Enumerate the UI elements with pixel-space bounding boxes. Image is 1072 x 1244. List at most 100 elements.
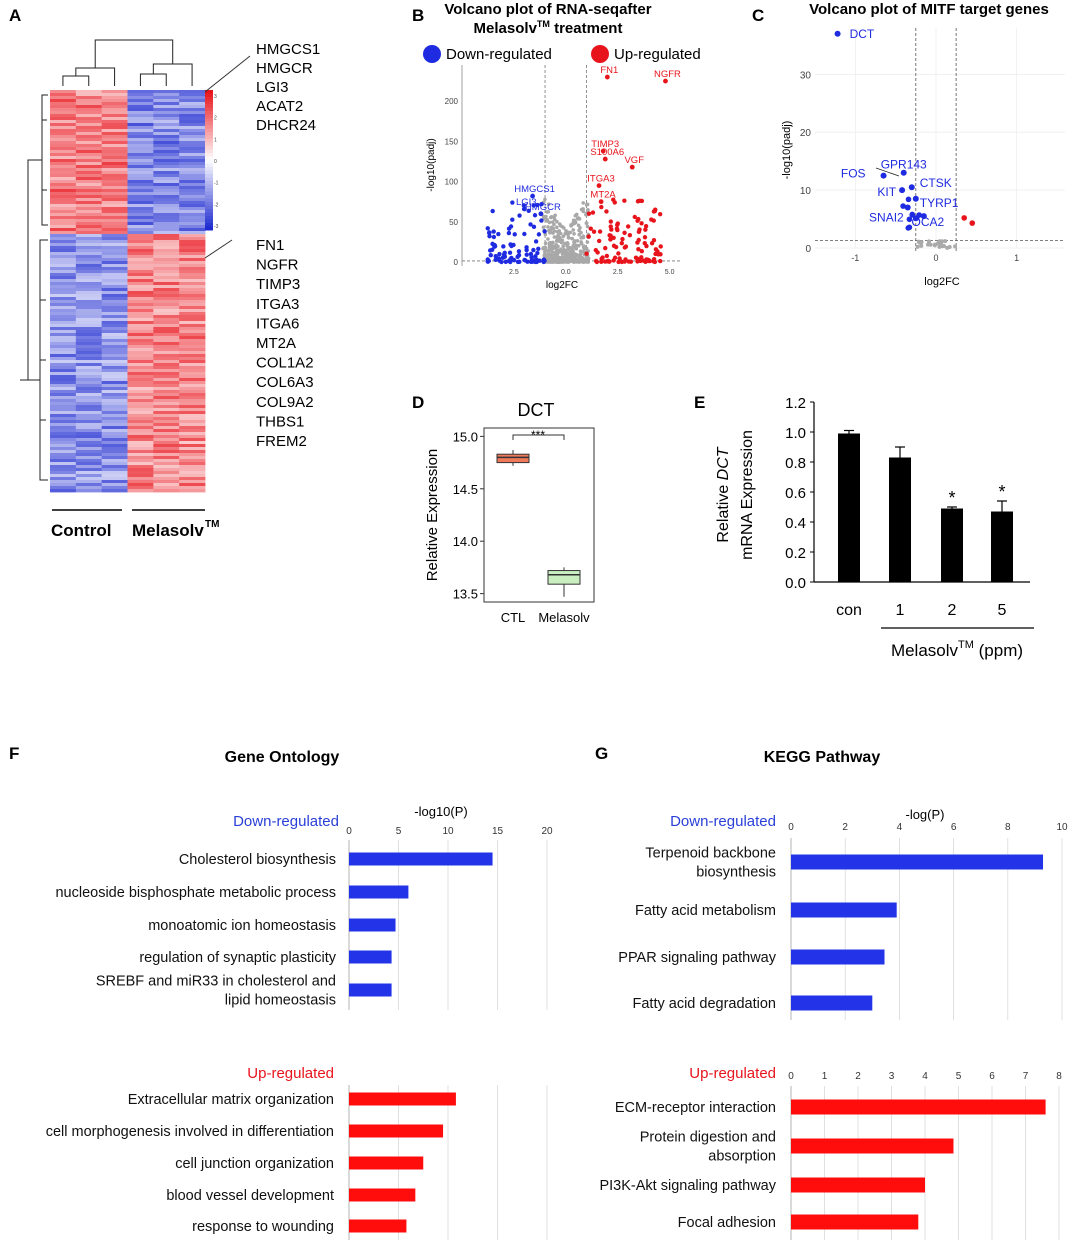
volcano-b-title-line1: Volcano plot of RNA-seqafter bbox=[444, 1, 651, 18]
heatmap-cell bbox=[101, 195, 128, 199]
volcano-b-point-up bbox=[603, 245, 608, 251]
heatmap-cell bbox=[179, 402, 206, 406]
heatmap-cell bbox=[75, 381, 103, 385]
heatmap-cell bbox=[101, 384, 128, 388]
colorbar-segment bbox=[205, 198, 213, 203]
heatmap-cell bbox=[101, 210, 128, 214]
heatmap-cell bbox=[179, 339, 206, 343]
colorbar-segment bbox=[205, 160, 213, 164]
heatmap-cell bbox=[127, 426, 154, 430]
volcano-b-point-up bbox=[619, 240, 625, 246]
volcano-b-title-line2: MelasolvTM treatment bbox=[474, 19, 623, 37]
heatmap-cell bbox=[153, 282, 180, 286]
volcano-b-xtick: 2.5 bbox=[613, 269, 623, 276]
volcano-b-point-ns bbox=[575, 216, 580, 221]
colorbar-segment bbox=[205, 107, 213, 112]
volcano-b-labeled-point bbox=[602, 156, 608, 162]
heatmap-cell bbox=[101, 369, 128, 373]
heatmap-cell bbox=[50, 120, 77, 124]
heatmap-cell bbox=[75, 216, 103, 220]
volcano-b-point-ns bbox=[572, 218, 577, 223]
heatmap-cell bbox=[127, 222, 154, 226]
volcano-b-point-down bbox=[487, 230, 492, 235]
heatmap-cell bbox=[127, 135, 154, 139]
volcano-b-point-ns bbox=[559, 240, 564, 245]
heatmap-cell bbox=[127, 216, 154, 220]
volcano-b-point-ns bbox=[579, 255, 584, 260]
colorbar-segment bbox=[205, 104, 213, 108]
heatmap-cell bbox=[153, 351, 180, 355]
heatmap-cell bbox=[101, 240, 128, 244]
colorbar-segment bbox=[205, 139, 213, 143]
volcano-b-point-up bbox=[608, 219, 614, 224]
gene-label-bottom: COL1A2 bbox=[256, 355, 314, 372]
heatmap-cell bbox=[101, 483, 128, 487]
volcano-b-point-ns bbox=[559, 259, 563, 264]
heatmap-cell bbox=[153, 375, 180, 379]
heatmap-cell bbox=[179, 363, 206, 367]
heatmap-cell bbox=[101, 459, 128, 463]
heatmap-cell bbox=[127, 306, 154, 310]
heatmap-cell bbox=[127, 357, 154, 361]
heatmap-cell bbox=[101, 366, 128, 370]
heatmap-cell bbox=[179, 330, 206, 334]
heatmap-cell bbox=[75, 402, 103, 406]
volcano-c-xtick: 1 bbox=[1014, 253, 1019, 263]
heatmap-cell bbox=[127, 342, 154, 346]
go-title: Gene Ontology bbox=[225, 749, 340, 766]
heatmap-cell bbox=[127, 417, 154, 421]
bar-e-xtick: 2 bbox=[948, 602, 957, 619]
boxplot-ytick: 14.5 bbox=[453, 482, 478, 497]
heatmap-cell bbox=[127, 453, 154, 457]
heatmap-cell bbox=[179, 159, 206, 163]
volcano-b-point-ns bbox=[575, 253, 579, 257]
go-down-xtick: 5 bbox=[396, 826, 402, 837]
ylabel-italic: DCT bbox=[715, 446, 732, 480]
boxplot-frame bbox=[483, 427, 595, 603]
heatmap-cell bbox=[50, 216, 77, 220]
heatmap-cell bbox=[153, 303, 180, 307]
heatmap-cell bbox=[75, 189, 103, 193]
heatmap-cell bbox=[127, 396, 154, 400]
kegg-down-bar bbox=[791, 949, 885, 965]
heatmap-cell bbox=[127, 102, 154, 106]
heatmap-cell bbox=[153, 447, 180, 451]
heatmap-cell bbox=[153, 144, 180, 148]
heatmap-cell bbox=[75, 126, 103, 130]
volcano-b-point-ns bbox=[574, 243, 579, 248]
colorbar-segment bbox=[205, 212, 213, 217]
heatmap-cell bbox=[101, 351, 128, 355]
heatmap-cell bbox=[127, 423, 154, 427]
volcano-b-point-ns bbox=[549, 242, 554, 247]
volcano-b-point-down bbox=[534, 257, 539, 262]
volcano-b-gene-label: NGFR bbox=[654, 69, 681, 80]
colorbar-segment bbox=[205, 205, 213, 210]
heatmap-cell bbox=[75, 426, 103, 430]
volcano-b-point-down bbox=[490, 247, 495, 252]
heatmap-cell bbox=[75, 405, 103, 409]
heatmap-cell bbox=[127, 465, 154, 469]
heatmap-cell bbox=[101, 303, 128, 307]
heatmap-cell bbox=[153, 192, 180, 196]
gene-label-top: HMGCR bbox=[256, 60, 313, 77]
heatmap-cell bbox=[153, 177, 180, 181]
heatmap-cell bbox=[127, 414, 154, 418]
heatmap-cell bbox=[127, 387, 154, 391]
heatmap-cell bbox=[179, 270, 206, 274]
boxplot-xtick: Melasolv bbox=[538, 610, 590, 625]
heatmap-cell bbox=[50, 483, 77, 487]
group-label-melasolv: Melasolv bbox=[132, 521, 204, 540]
heatmap-cell bbox=[50, 213, 77, 217]
heatmap-cell bbox=[127, 144, 154, 148]
heatmap-cell bbox=[75, 120, 103, 124]
panel-label-b: B bbox=[412, 6, 425, 25]
heatmap-cell bbox=[179, 261, 206, 265]
volcano-b-ytick: 50 bbox=[449, 218, 458, 227]
heatmap-cell bbox=[153, 489, 180, 493]
heatmap-cell bbox=[179, 333, 206, 337]
kegg-up-bar bbox=[791, 1099, 1046, 1115]
colorbar-segment bbox=[205, 174, 213, 178]
heatmap-cell bbox=[127, 180, 154, 184]
colorbar-tick: 2 bbox=[214, 116, 217, 122]
heatmap-cell bbox=[153, 453, 180, 457]
